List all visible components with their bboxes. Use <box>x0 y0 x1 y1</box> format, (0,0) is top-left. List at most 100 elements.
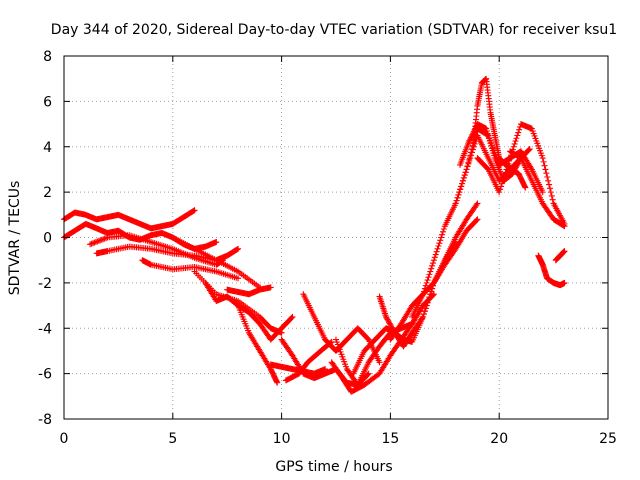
y-tick-label: 4 <box>43 140 52 156</box>
data-point <box>430 260 437 267</box>
data-point <box>190 207 197 214</box>
data-point <box>541 162 548 169</box>
data-point <box>458 183 465 190</box>
data-point <box>429 262 436 269</box>
data-point <box>546 185 553 192</box>
y-tick-label: -6 <box>38 367 52 383</box>
series-arc-27 <box>552 248 568 264</box>
data-point <box>511 140 518 147</box>
data-point <box>525 146 532 153</box>
data-point <box>462 169 469 176</box>
data-point <box>364 371 371 378</box>
data-point <box>522 184 529 191</box>
data-point <box>422 282 429 289</box>
data-point <box>428 265 435 272</box>
y-tick-label: 6 <box>43 94 52 110</box>
data-point <box>424 299 431 306</box>
x-tick-label: 20 <box>490 431 508 447</box>
data-point <box>433 248 440 255</box>
data-point <box>431 254 438 261</box>
data-point <box>512 138 519 145</box>
y-tick-label: -8 <box>38 412 52 428</box>
y-tick-label: 8 <box>43 49 52 65</box>
data-point <box>421 308 428 315</box>
data-point <box>426 294 433 301</box>
data-point <box>516 126 523 133</box>
data-point <box>438 234 445 241</box>
data-point <box>464 163 471 170</box>
data-point <box>435 243 442 250</box>
x-tick-labels: 0 5 10 15 20 25 <box>60 431 617 447</box>
data-point <box>540 158 547 165</box>
data-point <box>427 268 434 275</box>
data-point <box>499 177 506 184</box>
data-point <box>460 174 467 181</box>
data-point <box>235 275 242 282</box>
data-point <box>526 146 533 153</box>
data-point <box>496 189 503 196</box>
data-point <box>474 216 481 223</box>
data-point <box>426 271 433 278</box>
data-point <box>289 313 296 320</box>
data-point <box>548 192 555 199</box>
data-point <box>473 217 480 224</box>
data-point <box>465 159 472 166</box>
data-point <box>424 277 431 284</box>
series-arc-26 <box>535 252 568 289</box>
x-tick-label: 25 <box>599 431 617 447</box>
data-point <box>514 132 521 139</box>
data-point <box>420 288 427 295</box>
data-point <box>467 152 474 159</box>
x-tick-label: 10 <box>273 431 291 447</box>
data-point <box>498 183 505 190</box>
data-point <box>365 370 372 377</box>
x-tick-label: 15 <box>381 431 399 447</box>
data-point <box>422 305 429 312</box>
data-point <box>461 172 468 179</box>
data-point <box>427 291 434 298</box>
data-point <box>510 143 517 150</box>
data-point <box>507 155 514 162</box>
series-arc-1 <box>61 207 198 232</box>
data-point <box>376 359 383 366</box>
data-point <box>454 194 461 201</box>
data-point <box>466 156 473 163</box>
data-point <box>463 166 470 173</box>
data-point <box>434 245 441 252</box>
data-point <box>439 228 446 235</box>
x-tick-label: 0 <box>60 431 69 447</box>
series-arc-19 <box>387 216 481 343</box>
data-point <box>501 172 508 179</box>
data-point <box>213 239 220 246</box>
data-point <box>560 222 567 229</box>
data-point <box>420 291 427 298</box>
data-point <box>561 223 568 230</box>
y-axis-label: SDTVAR / TECUs <box>7 181 23 296</box>
series-arc-8 <box>202 279 296 343</box>
data-point <box>432 251 439 258</box>
y-tick-label: -4 <box>38 321 52 337</box>
data-point <box>436 240 443 247</box>
x-axis-label: GPS time / hours <box>275 459 392 475</box>
series-arc-25 <box>507 148 568 230</box>
series-arc-14 <box>300 291 383 366</box>
data-point <box>459 180 466 187</box>
data-point <box>439 231 446 238</box>
data-point <box>423 302 430 309</box>
y-tick-label: -2 <box>38 276 52 292</box>
data-point <box>420 311 427 318</box>
data-point <box>473 201 480 208</box>
data-point <box>502 169 509 176</box>
data-point <box>421 285 428 292</box>
data-point <box>234 246 241 253</box>
series-arc-9 <box>224 284 274 298</box>
data-point <box>191 207 198 214</box>
y-tick-label: 2 <box>43 185 52 201</box>
data-point <box>440 225 447 232</box>
data-point <box>267 284 274 291</box>
data-point <box>420 313 427 320</box>
data-point <box>425 296 432 303</box>
data-point <box>545 177 552 184</box>
data-point <box>539 189 546 196</box>
